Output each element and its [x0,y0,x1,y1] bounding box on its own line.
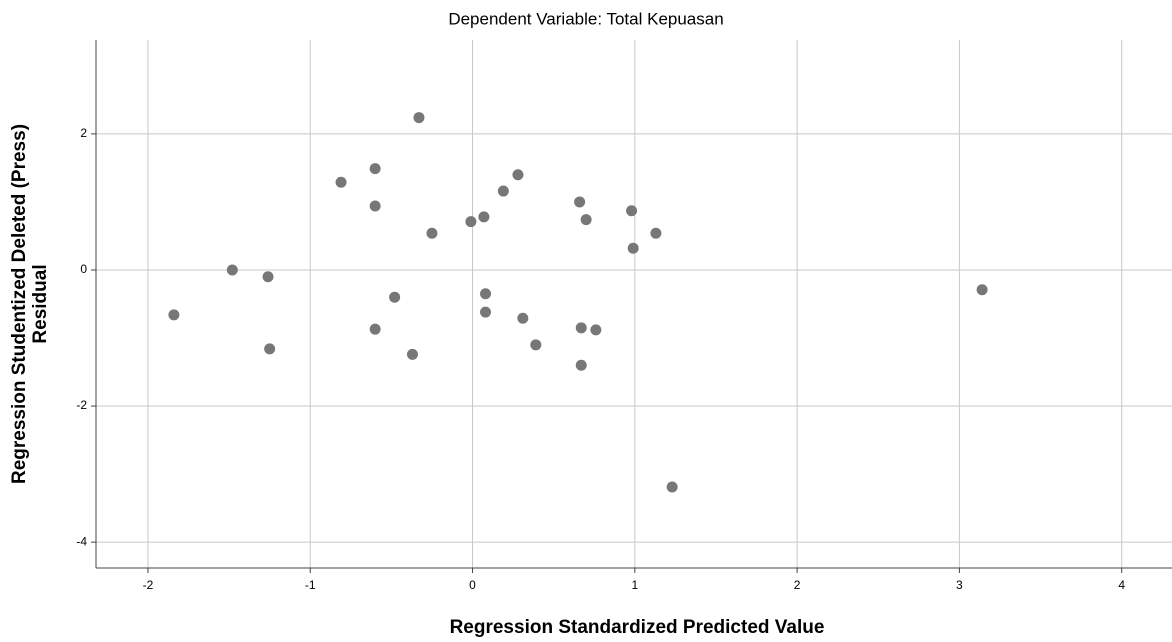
point [369,163,381,175]
point [369,323,381,335]
x-tick-label: 4 [1118,578,1125,592]
point [478,211,490,223]
point [335,176,347,188]
y-tick-label: 0 [80,262,87,276]
y-tick-label: -2 [76,398,87,412]
x-tick-label: 0 [469,578,476,592]
point [480,306,492,318]
point [530,339,542,351]
point [580,214,592,226]
point [666,481,678,493]
x-tick-label: 1 [631,578,638,592]
x-tick-label: -1 [305,578,316,592]
point [426,227,438,239]
point [262,271,274,283]
x-tick-label: -2 [143,578,154,592]
point [575,359,587,371]
point [264,343,276,355]
point [465,216,477,228]
point [627,242,639,254]
point [168,309,180,321]
chart-title: Dependent Variable: Total Kepuasan [448,9,723,28]
point [369,200,381,212]
point [406,348,418,360]
y-tick-label: -4 [76,534,87,548]
point [517,312,529,324]
y-axis-label: Residual [30,264,51,343]
point [226,264,238,276]
point [480,288,492,300]
x-axis-label: Regression Standardized Predicted Value [450,617,825,638]
point [389,291,401,303]
point [574,196,586,208]
point [575,322,587,334]
point [590,324,602,336]
point [626,205,638,217]
point [413,112,425,124]
point [650,227,662,239]
point [976,284,988,296]
point [512,169,524,181]
x-tick-label: 2 [794,578,801,592]
y-tick-label: 2 [80,126,87,140]
x-tick-label: 3 [956,578,963,592]
point [497,185,509,197]
y-axis-label: Regression Studentized Deleted (Press) [9,124,30,484]
